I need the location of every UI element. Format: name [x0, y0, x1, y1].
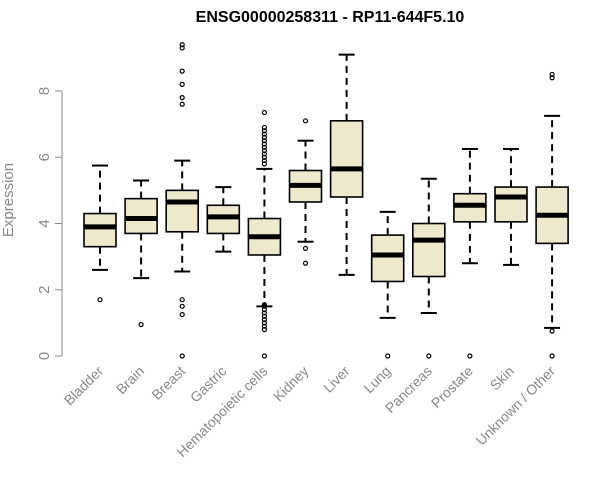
outlier-point	[261, 109, 267, 116]
chart-title: ENSG00000258311 - RP11-644F5.10	[196, 9, 465, 26]
outlier-point	[426, 353, 432, 359]
outlier-point	[261, 151, 267, 157]
outlier-point	[549, 353, 555, 359]
outlier-point	[179, 101, 185, 107]
outlier-point	[179, 81, 185, 87]
x-tick-label-brain: Brain	[113, 363, 147, 397]
box-iqr	[370, 234, 405, 283]
outlier-point	[467, 353, 473, 359]
outlier-point	[261, 323, 267, 329]
box-breast	[165, 42, 199, 359]
outlier-point	[179, 303, 185, 309]
box-iqr	[494, 186, 528, 223]
outlier-point	[179, 95, 185, 101]
outlier-point	[179, 45, 185, 51]
outlier-point	[179, 311, 185, 318]
box-brain	[124, 179, 158, 328]
outlier-point	[261, 124, 267, 131]
outlier-point	[549, 71, 555, 78]
x-tick-label-liver: Liver	[320, 363, 353, 396]
y-tick-label: 8	[36, 87, 53, 95]
outlier-point	[261, 157, 267, 164]
y-tick-label: 4	[36, 219, 53, 227]
outlier-point	[261, 320, 267, 326]
x-tick-label-kidney: Kidney	[270, 363, 312, 405]
box-skin	[494, 147, 528, 266]
outlier-point	[261, 326, 267, 333]
outlier-point	[385, 353, 391, 359]
outlier-point	[261, 148, 267, 154]
outlier-point	[261, 161, 267, 167]
outlier-point	[261, 134, 267, 140]
outlier-point	[261, 138, 267, 144]
box-gastric	[206, 186, 241, 253]
outlier-point	[179, 68, 185, 74]
outlier-point	[261, 131, 267, 137]
box-iqr	[329, 120, 364, 198]
y-tick-label: 6	[36, 153, 53, 161]
box-bladder	[83, 164, 117, 303]
outlier-point	[302, 260, 309, 266]
box-iqr	[83, 212, 117, 248]
outlier-point	[179, 297, 185, 303]
x-tick-label-lung: Lung	[360, 363, 393, 396]
box-pancreas	[411, 177, 446, 359]
box-prostate	[453, 147, 487, 359]
outlier-point	[302, 118, 309, 124]
outlier-point	[302, 245, 309, 251]
x-tick-label-bladder: Bladder	[61, 363, 107, 409]
box-liver	[329, 53, 364, 276]
box-iqr	[165, 189, 199, 233]
outlier-point	[179, 353, 185, 359]
y-axis-label: Expression	[0, 163, 17, 237]
outlier-point	[261, 307, 267, 313]
y-tick-label: 2	[36, 286, 53, 294]
box-unknown-other	[535, 71, 569, 359]
outlier-point	[97, 297, 103, 303]
outlier-point	[549, 328, 555, 334]
box-kidney	[288, 118, 323, 266]
y-tick-label: 0	[36, 352, 53, 360]
box-series	[83, 42, 569, 359]
x-tick-label-prostate: Prostate	[428, 363, 476, 411]
outlier-point	[261, 302, 267, 308]
outlier-point	[261, 313, 267, 319]
y-axis: 0 2 4 6 8	[36, 87, 63, 360]
box-hematopoietic-cells	[247, 109, 282, 359]
outlier-point	[549, 75, 555, 81]
outlier-point	[261, 154, 267, 160]
outlier-point	[179, 42, 185, 48]
outlier-point	[261, 310, 267, 316]
outlier-point	[261, 128, 267, 134]
x-tick-label-skin: Skin	[487, 363, 518, 394]
outlier-point	[138, 321, 144, 328]
box-lung	[370, 210, 405, 359]
outlier-point	[261, 316, 267, 323]
box-iqr	[411, 222, 446, 278]
outlier-point	[261, 144, 267, 150]
outlier-point	[261, 141, 267, 147]
outlier-point	[261, 353, 267, 359]
x-tick-label-breast: Breast	[148, 363, 188, 403]
